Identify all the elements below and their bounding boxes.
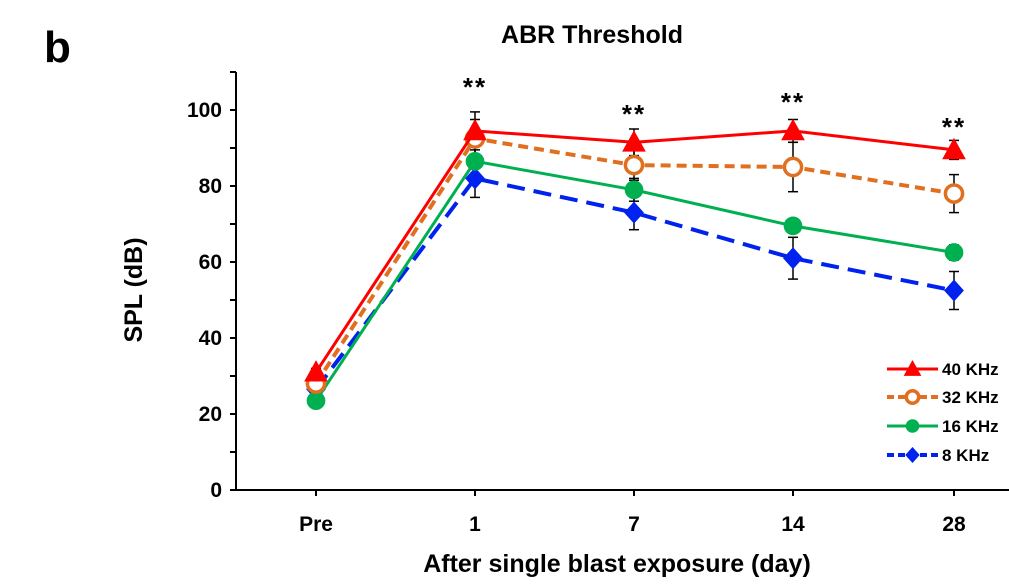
x-tick-label: 14	[781, 513, 805, 536]
legend-marker-8-khz	[905, 447, 920, 463]
significance-annotations: ** ** ** **	[463, 72, 966, 142]
data-point-16-khz	[624, 180, 644, 200]
chart-title: ABR Threshold	[501, 21, 683, 49]
legend-label-32-khz: 32 KHz	[942, 388, 999, 407]
y-tick-label: 100	[187, 99, 222, 122]
data-point-16-khz	[306, 391, 326, 411]
y-tick-label: 80	[199, 175, 222, 198]
y-tick-label: 20	[199, 403, 222, 426]
x-tick-label: 28	[942, 513, 966, 536]
data-point-16-khz	[465, 151, 485, 171]
data-point-8-khz	[783, 247, 803, 270]
data-point-32-khz	[943, 183, 965, 204]
data-point-8-khz	[624, 201, 644, 224]
series-layer	[304, 118, 966, 411]
data-point-40-khz	[463, 118, 487, 141]
panel-label: b	[44, 23, 71, 72]
series-line-8-khz	[314, 176, 955, 391]
data-point-8-khz	[465, 167, 485, 190]
x-tick-label: Pre	[299, 513, 333, 536]
legend-marker-40-khz	[903, 359, 922, 376]
significance-marker: **	[463, 72, 487, 102]
legend-label-8-khz: 8 KHz	[942, 446, 989, 465]
y-tick-label: 40	[199, 327, 222, 350]
data-point-8-khz	[944, 279, 964, 302]
significance-marker: **	[942, 112, 966, 142]
data-point-32-khz	[623, 154, 645, 176]
data-point-40-khz	[304, 360, 328, 382]
x-tick-label: 1	[469, 513, 481, 536]
y-tick-label: 0	[210, 479, 222, 502]
y-tick-label: 60	[199, 251, 222, 274]
legend-label-16-khz: 16 KHz	[942, 417, 999, 436]
data-point-40-khz	[942, 137, 966, 160]
significance-marker: **	[781, 87, 805, 117]
data-point-32-khz	[782, 156, 804, 178]
legend: 40 KHz 32 KHz 16 KHz 8 KHz	[887, 359, 999, 465]
data-point-16-khz	[944, 243, 964, 262]
significance-marker: **	[622, 99, 646, 129]
data-point-40-khz	[622, 130, 646, 152]
legend-label-40-khz: 40 KHz	[942, 360, 999, 379]
data-point-40-khz	[781, 118, 805, 141]
x-tick-label: 7	[628, 513, 640, 536]
legend-marker-16-khz	[905, 419, 920, 433]
legend-marker-32-khz	[904, 389, 921, 405]
axes: 0 20 40 60 80 100 Pre 1 7 14 28	[187, 71, 1009, 536]
y-axis-label: SPL (dB)	[120, 237, 148, 342]
x-axis-label: After single blast exposure (day)	[423, 550, 811, 578]
data-point-16-khz	[783, 216, 803, 236]
